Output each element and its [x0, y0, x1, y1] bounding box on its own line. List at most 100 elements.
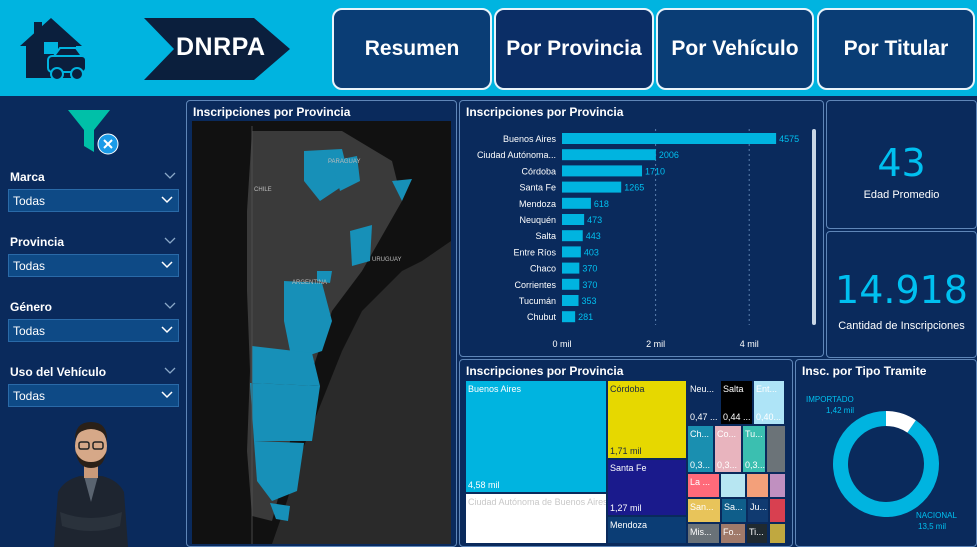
bar[interactable] [562, 165, 643, 177]
treemap-cell[interactable]: Ciudad Autónoma de Buenos Aires [465, 493, 607, 544]
treemap-cell[interactable]: Mis... [687, 523, 720, 544]
chevron-down-icon[interactable] [164, 302, 176, 310]
treemap-cell[interactable] [769, 523, 786, 544]
map-label-argentina: ARGENTINA [292, 280, 327, 286]
treemap-cell-value: 0,3... [745, 460, 766, 470]
treemap-cell-value: 4,58 mil [468, 480, 500, 490]
kpi-cantidad-value: 14.918 [835, 268, 968, 312]
donut-label-value: 13,5 mil [918, 522, 946, 531]
map-title: Inscripciones por Provincia [193, 105, 351, 119]
bar-category-label: Santa Fe [519, 183, 556, 193]
treemap-cell-value: 0,3... [717, 460, 738, 470]
bar-chart-panel: Inscripciones por Provincia Buenos Aires… [459, 100, 824, 357]
donut-slice[interactable] [833, 411, 939, 517]
bar[interactable] [562, 133, 777, 144]
bar-value-label: 4575 [779, 134, 799, 144]
marca-select[interactable]: Todas [8, 189, 179, 212]
treemap-panel: Inscripciones por Provincia Buenos Aires… [459, 359, 793, 547]
treemap-cell-name: Buenos Aires [468, 384, 522, 394]
bar-value-label: 1265 [624, 183, 644, 193]
treemap-cell[interactable]: Neu... 0,47 ... [687, 380, 720, 425]
treemap-cell-name: Tu... [745, 429, 763, 439]
treemap-cell[interactable] [720, 473, 746, 498]
bar-category-label: Córdoba [521, 166, 556, 176]
treemap-cell-name: Ciudad Autónoma de Buenos Aires [468, 497, 607, 507]
kpi-edad-panel: 43 Edad Promedio [826, 100, 977, 229]
bar[interactable] [562, 246, 581, 258]
filter-label-provincia: Provincia [10, 235, 65, 249]
treemap-cell[interactable]: Ti... [746, 523, 768, 544]
treemap-cell[interactable]: San... [687, 498, 721, 523]
bar[interactable] [562, 197, 591, 209]
bar[interactable] [562, 278, 580, 290]
treemap-cell-value: 0,3... [690, 460, 711, 470]
bar[interactable] [562, 230, 583, 242]
bar-category-label: Ciudad Autónoma... [477, 150, 556, 160]
treemap-cell-name: Fo... [723, 527, 742, 537]
nav-resumen-button[interactable]: Resumen [332, 8, 492, 90]
brand-arrow-shape [144, 18, 290, 80]
treemap-cell[interactable] [769, 473, 786, 498]
treemap-cell[interactable]: La ... [687, 473, 720, 498]
chevron-down-icon [161, 196, 173, 204]
map-label-uruguay: URUGUAY [372, 257, 402, 263]
provincia-select-value: Todas [13, 259, 46, 273]
filter-label-genero: Género [10, 300, 53, 314]
treemap-cell-name: Salta [723, 384, 744, 394]
treemap-cell[interactable]: Ch... 0,3... [687, 425, 714, 473]
treemap-cell[interactable]: Co... 0,3... [714, 425, 742, 473]
chevron-down-icon[interactable] [164, 172, 176, 180]
treemap-cell-value: 1,27 mil [610, 503, 642, 513]
donut-label-value: 1,42 mil [826, 406, 854, 415]
donut-chart[interactable]: IMPORTADO 1,42 mil NACIONAL 13,5 mil [796, 378, 976, 546]
nav-provincia-button[interactable]: Por Provincia [494, 8, 654, 90]
bar[interactable] [562, 262, 580, 274]
bar[interactable] [562, 149, 656, 161]
kpi-cantidad-label: Cantidad de Inscripciones [838, 320, 965, 332]
treemap-cell[interactable]: Mendoza [607, 516, 687, 544]
chevron-down-icon [161, 261, 173, 269]
nav-titular-button[interactable]: Por Titular [817, 8, 975, 90]
bar[interactable] [562, 181, 622, 193]
x-tick-label: 2 mil [646, 339, 665, 349]
clear-filter-icon[interactable] [66, 108, 122, 156]
treemap-cell[interactable]: Sa... [721, 498, 747, 523]
bar[interactable] [562, 214, 585, 225]
province-map[interactable]: PARAGUAY CHILE URUGUAY ARGENTINA [192, 121, 451, 544]
x-tick-label: 4 mil [740, 339, 759, 349]
bar-category-label: Neuquén [519, 215, 556, 225]
treemap-cell[interactable]: Fo... [720, 523, 746, 544]
treemap-cell-value: 0,47 ... [690, 412, 718, 422]
bar-value-label: 370 [582, 280, 597, 290]
bar-value-label: 1710 [645, 166, 665, 176]
bar[interactable] [562, 311, 576, 323]
chevron-down-icon[interactable] [164, 237, 176, 245]
treemap-chart[interactable]: Buenos Aires 4,58 mil Ciudad Autónoma de B… [465, 380, 789, 544]
provincia-select[interactable]: Todas [8, 254, 179, 277]
treemap-cell[interactable]: Ent... 0,40... [753, 380, 785, 425]
treemap-cell[interactable] [766, 425, 786, 473]
treemap-cell[interactable]: Salta 0,44 ... [720, 380, 753, 425]
bar[interactable] [562, 295, 579, 306]
bar-value-label: 353 [582, 296, 597, 306]
uso-select[interactable]: Todas [8, 384, 179, 407]
treemap-cell[interactable] [746, 473, 769, 498]
treemap-cell[interactable]: Ju... [747, 498, 769, 523]
donut-slice[interactable] [886, 411, 916, 433]
treemap-cell[interactable]: Córdoba 1,71 mil [607, 380, 687, 459]
genero-select[interactable]: Todas [8, 319, 179, 342]
treemap-cell-name: La ... [690, 477, 711, 487]
treemap-cell[interactable] [769, 498, 786, 523]
chevron-down-icon[interactable] [164, 367, 176, 375]
kpi-edad-label: Edad Promedio [863, 189, 940, 201]
treemap-cell-name: Ju... [750, 502, 768, 512]
nav-vehiculo-button[interactable]: Por Vehículo [656, 8, 814, 90]
kpi-edad-value: 43 [877, 141, 926, 185]
bar-chart[interactable]: Buenos Aires 4575 Ciudad Autónoma... 2006 Có… [460, 125, 823, 355]
bar-value-label: 2006 [659, 150, 679, 160]
treemap-cell[interactable]: Santa Fe 1,27 mil [607, 459, 687, 516]
scrollbar[interactable] [812, 129, 816, 325]
treemap-cell[interactable]: Tu... 0,3... [742, 425, 766, 473]
treemap-cell[interactable]: Buenos Aires 4,58 mil [465, 380, 607, 493]
treemap-title: Inscripciones por Provincia [466, 364, 624, 378]
